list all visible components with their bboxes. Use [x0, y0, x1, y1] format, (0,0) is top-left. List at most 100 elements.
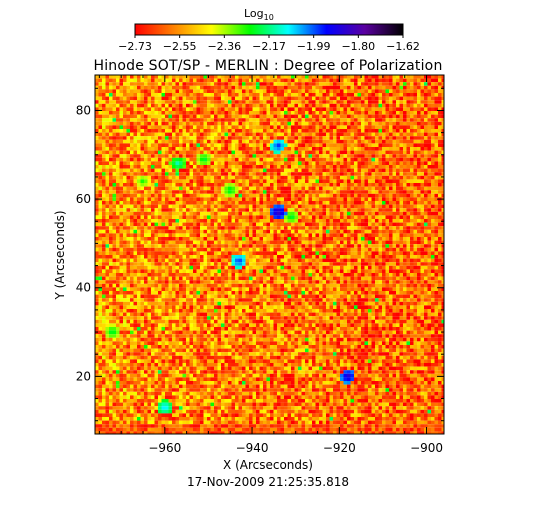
heatmap-cell	[350, 147, 354, 151]
heatmap-cell	[427, 161, 431, 165]
heatmap-cell	[319, 100, 323, 104]
heatmap-cell	[424, 125, 428, 129]
heatmap-cell	[151, 179, 155, 183]
heatmap-cell	[175, 100, 179, 104]
heatmap-cell	[333, 85, 337, 90]
heatmap-cell	[123, 222, 127, 227]
heatmap-cell	[98, 208, 102, 212]
heatmap-cell	[231, 240, 235, 245]
heatmap-cell	[340, 114, 344, 119]
heatmap-cell	[123, 154, 127, 158]
heatmap-cell	[238, 168, 242, 173]
heatmap-cell	[333, 233, 337, 237]
heatmap-cell	[123, 103, 127, 108]
heatmap-cell	[119, 85, 123, 90]
heatmap-cell	[284, 118, 288, 122]
heatmap-cell	[273, 165, 277, 169]
heatmap-cell	[196, 244, 200, 248]
heatmap-cell	[385, 190, 389, 194]
heatmap-cell	[333, 211, 337, 216]
heatmap-cell	[221, 219, 225, 223]
heatmap-cell	[242, 215, 246, 219]
heatmap-cell	[263, 136, 267, 140]
heatmap-cell	[417, 190, 421, 194]
heatmap-cell	[130, 165, 134, 169]
heatmap-cell	[371, 179, 375, 183]
heatmap-cell	[406, 143, 410, 147]
heatmap-cell	[336, 240, 340, 245]
heatmap-cell	[214, 89, 218, 93]
heatmap-cell	[126, 215, 130, 219]
heatmap-cell	[315, 175, 319, 180]
heatmap-cell	[343, 208, 347, 212]
heatmap-cell	[294, 175, 298, 180]
heatmap-cell	[368, 219, 372, 223]
heatmap-cell	[357, 93, 361, 97]
heatmap-cell	[266, 219, 270, 223]
heatmap-cell	[263, 208, 267, 212]
heatmap-cell	[224, 229, 228, 234]
heatmap-cell	[116, 75, 120, 79]
heatmap-cell	[200, 183, 204, 187]
heatmap-cell	[431, 96, 435, 101]
heatmap-cell	[214, 233, 218, 237]
heatmap-cell	[207, 161, 211, 165]
heatmap-cell	[273, 172, 277, 176]
heatmap-cell	[210, 96, 214, 101]
heatmap-cell	[308, 251, 312, 255]
heatmap-cell	[259, 237, 263, 241]
heatmap-cell	[287, 129, 291, 133]
heatmap-cell	[371, 168, 375, 173]
heatmap-cell	[434, 211, 438, 216]
heatmap-cell	[235, 229, 239, 234]
heatmap-cell	[95, 168, 99, 173]
heatmap-cell	[102, 233, 106, 237]
heatmap-cell	[112, 186, 116, 191]
heatmap-cell	[102, 219, 106, 223]
heatmap-cell	[403, 197, 407, 201]
heatmap-cell	[396, 147, 400, 151]
heatmap-cell	[270, 233, 274, 237]
heatmap-cell	[382, 139, 386, 144]
heatmap-cell	[364, 85, 368, 90]
heatmap-cell	[203, 85, 207, 90]
heatmap-cell	[221, 193, 225, 198]
heatmap-cell	[161, 172, 165, 176]
heatmap-cell	[186, 136, 190, 140]
heatmap-cell	[277, 136, 281, 140]
heatmap-cell	[172, 215, 176, 219]
heatmap-cell	[151, 154, 155, 158]
heatmap-cell	[221, 215, 225, 219]
heatmap-cell	[382, 129, 386, 133]
heatmap-cell	[438, 154, 442, 158]
heatmap-cell	[298, 121, 302, 126]
heatmap-cell	[252, 111, 256, 115]
heatmap-cell	[343, 201, 347, 205]
heatmap-cell	[249, 215, 253, 219]
heatmap-cell	[273, 100, 277, 104]
heatmap-cell	[221, 211, 225, 216]
heatmap-cell	[252, 143, 256, 147]
heatmap-cell	[196, 75, 200, 79]
heatmap-cell	[294, 190, 298, 194]
heatmap-cell	[329, 111, 333, 115]
heatmap-cell	[217, 222, 221, 227]
heatmap-cell	[375, 96, 379, 101]
heatmap-cell	[112, 211, 116, 216]
heatmap-cell	[189, 165, 193, 169]
heatmap-cell	[301, 165, 305, 169]
heatmap-cell	[371, 129, 375, 133]
heatmap-cell	[343, 93, 347, 97]
heatmap-cell	[322, 75, 326, 79]
heatmap-cell	[252, 100, 256, 104]
heatmap-cell	[217, 229, 221, 234]
heatmap-cell	[133, 172, 137, 176]
heatmap-cell	[137, 129, 141, 133]
heatmap-cell	[245, 190, 249, 194]
heatmap-cell	[350, 183, 354, 187]
heatmap-cell	[273, 222, 277, 227]
heatmap-cell	[308, 226, 312, 230]
heatmap-cell	[249, 237, 253, 241]
heatmap-cell	[438, 161, 442, 165]
heatmap-cell	[95, 240, 99, 245]
